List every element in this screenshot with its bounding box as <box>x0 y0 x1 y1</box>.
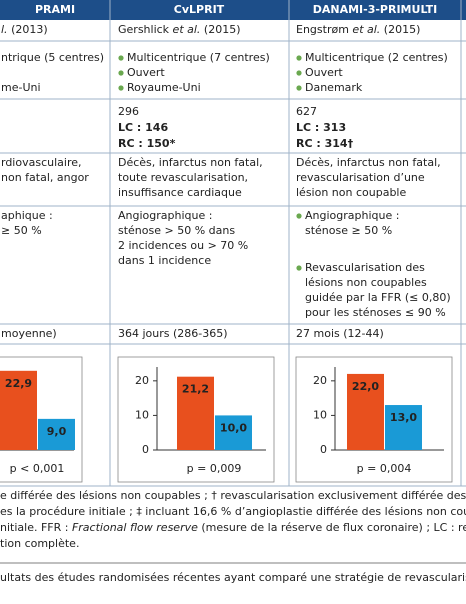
patients-total: 296 <box>118 105 139 118</box>
design-line: me-Uni <box>1 81 41 94</box>
definition-line: Angiographique : <box>118 209 212 222</box>
authors: l. (2013) <box>1 23 48 36</box>
author-year: (2015) <box>384 23 421 36</box>
criteria-line: toute revascularisation, <box>118 171 248 184</box>
footnote: tion complète. <box>0 537 79 550</box>
criteria-line: Décès, infarctus non fatal, <box>118 156 263 169</box>
criteria-line: Décès, infarctus non fatal, <box>296 156 441 169</box>
definition-line: aphique : <box>1 209 53 222</box>
followup: 364 jours (286-365) <box>118 327 228 340</box>
bar <box>38 418 75 450</box>
definition-line: Revascularisation des <box>305 261 425 274</box>
chart-frame <box>0 356 83 483</box>
design-line: Ouvert <box>305 66 343 79</box>
author-name: Engstrøm <box>296 23 349 36</box>
p-value: p = 0,009 <box>187 462 242 475</box>
criteria-line: lésion non coupable <box>296 186 406 199</box>
authors: Engstrøm et al. (2015) <box>296 23 420 36</box>
bullet <box>296 70 302 76</box>
footnote-part: nitiale. FFR : <box>0 521 72 534</box>
y-tick-label: 10 <box>135 408 149 421</box>
bullet <box>118 85 124 91</box>
caption: ultats des études randomisées récentes a… <box>0 571 466 584</box>
followup: 27 mois (12-44) <box>296 327 384 340</box>
design-line: Multicentrique (2 centres) <box>305 51 448 64</box>
patients-lc: LC : 313 <box>296 121 346 134</box>
criteria-line: insuffisance cardiaque <box>118 186 242 199</box>
bullet <box>296 213 302 219</box>
author-etal: et al. <box>352 23 380 36</box>
bullet <box>296 265 302 271</box>
bullet <box>118 70 124 76</box>
bar <box>385 405 422 450</box>
definition-line: guidée par la FFR (≤ 0,80) <box>305 291 451 304</box>
column-header: DANAMI-3-PRIMULTI <box>313 3 437 16</box>
bar-value-label: 10,0 <box>220 421 247 434</box>
bar-value-label: 9,0 <box>47 425 67 438</box>
p-value: p < 0,001 <box>10 462 65 475</box>
definition-line: Angiographique : <box>305 209 399 222</box>
authors: Gershlick et al. (2015) <box>118 23 241 36</box>
patients-rc: RC : 150* <box>118 137 176 150</box>
bar-value-label: 22,0 <box>352 380 379 393</box>
design-line: Royaume-Uni <box>127 81 201 94</box>
column-header: CvLPRIT <box>174 3 225 16</box>
bar-value-label: 13,0 <box>390 411 417 424</box>
definition-line: 2 incidences ou > 70 % <box>118 239 248 252</box>
footnote-part: (mesure de la réserve de flux coronaire)… <box>198 521 466 534</box>
author-name: Gershlick <box>118 23 170 36</box>
followup: moyenne) <box>1 327 57 340</box>
bar-value-label: 22,9 <box>5 377 32 390</box>
bar <box>347 373 384 450</box>
criteria-line: rdiovasculaire, <box>1 156 82 169</box>
author-year: (2015) <box>204 23 241 36</box>
y-tick-label: 20 <box>313 374 327 387</box>
bullet <box>296 85 302 91</box>
patients-rc: RC : 314† <box>296 137 354 150</box>
patients-lc: LC : 146 <box>118 121 168 134</box>
patients-total: 627 <box>296 105 317 118</box>
footnote: es la procédure initiale ; ‡ incluant 16… <box>0 505 466 518</box>
chart-frame <box>117 356 275 483</box>
design-line: ntrique (5 centres) <box>1 51 104 64</box>
footnote: e différée des lésions non coupables ; †… <box>0 489 466 502</box>
y-tick-label: 0 <box>142 443 149 456</box>
header-bar <box>0 0 466 20</box>
y-tick-label: 20 <box>135 374 149 387</box>
design-line: Danemark <box>305 81 363 94</box>
definition-line: pour les sténoses ≤ 90 % <box>305 306 446 319</box>
footnote: nitiale. FFR : Fractional flow reserve (… <box>0 521 466 534</box>
author-year: (2013) <box>11 23 48 36</box>
definition-line: ≥ 50 % <box>1 224 42 237</box>
definition-line: sténose ≥ 50 % <box>305 224 392 237</box>
design-line: Multicentrique (7 centres) <box>127 51 270 64</box>
criteria-line: revascularisation d’une <box>296 171 425 184</box>
footnote-part: Fractional flow reserve <box>72 521 198 534</box>
bar <box>215 415 252 450</box>
author-etal: et al. <box>173 23 201 36</box>
design-line: Ouvert <box>127 66 165 79</box>
definition-line: dans 1 incidence <box>118 254 211 267</box>
definition-line: sténose > 50 % dans <box>118 224 235 237</box>
y-tick-label: 0 <box>320 443 327 456</box>
bullet <box>296 55 302 61</box>
y-tick-label: 10 <box>313 408 327 421</box>
bar <box>177 376 214 450</box>
bar <box>0 370 37 450</box>
bullet <box>118 55 124 61</box>
criteria-line: non fatal, angor <box>1 171 89 184</box>
bar-value-label: 21,2 <box>182 383 209 396</box>
definition-line: lésions non coupables <box>305 276 427 289</box>
author-etal: l. <box>1 23 8 36</box>
column-header: PRAMI <box>35 3 75 16</box>
separators <box>0 0 466 564</box>
chart-frame <box>295 356 453 483</box>
p-value: p = 0,004 <box>357 462 412 475</box>
